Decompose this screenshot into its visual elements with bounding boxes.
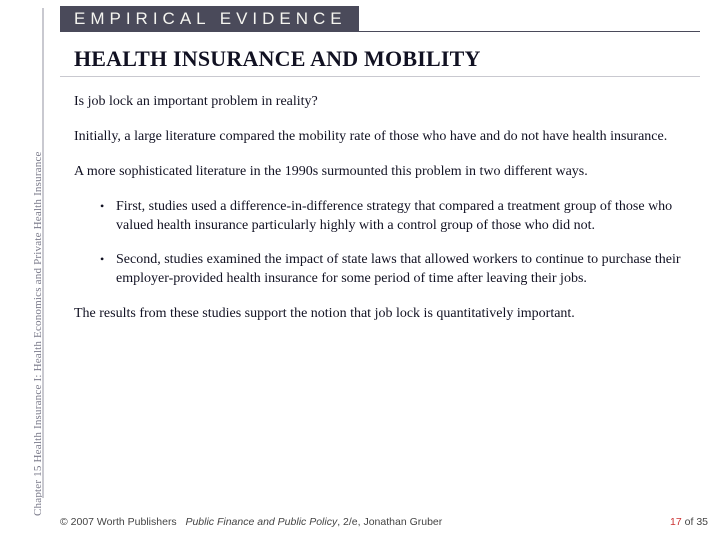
list-item: First, studies used a difference-in-diff… <box>100 198 684 236</box>
page-number: 17 of 35 <box>670 516 708 528</box>
footer-book: Public Finance and Public Policy <box>185 516 337 528</box>
page-current: 17 <box>670 516 682 528</box>
paragraph: The results from these studies support t… <box>74 305 684 324</box>
footer-copyright: © 2007 Worth Publishers <box>60 516 177 528</box>
list-item: Second, studies examined the impact of s… <box>100 251 684 289</box>
page-sep: of <box>682 516 697 528</box>
bullet-list: First, studies used a difference-in-diff… <box>100 198 684 290</box>
footer: © 2007 Worth Publishers Public Finance a… <box>60 516 700 528</box>
slide-content: EMPIRICAL EVIDENCE HEALTH INSURANCE AND … <box>60 6 700 340</box>
paragraph: A more sophisticated literature in the 1… <box>74 163 684 182</box>
slide-title: HEALTH INSURANCE AND MOBILITY <box>74 46 700 72</box>
vertical-divider <box>42 8 44 498</box>
slide-body: Is job lock an important problem in real… <box>74 93 684 324</box>
paragraph: Is job lock an important problem in real… <box>74 93 684 112</box>
footer-edition: , 2/e, Jonathan Gruber <box>337 516 442 528</box>
title-rule <box>60 76 700 77</box>
section-badge: EMPIRICAL EVIDENCE <box>60 6 359 32</box>
page-total: 35 <box>696 516 708 528</box>
paragraph: Initially, a large literature compared t… <box>74 128 684 147</box>
